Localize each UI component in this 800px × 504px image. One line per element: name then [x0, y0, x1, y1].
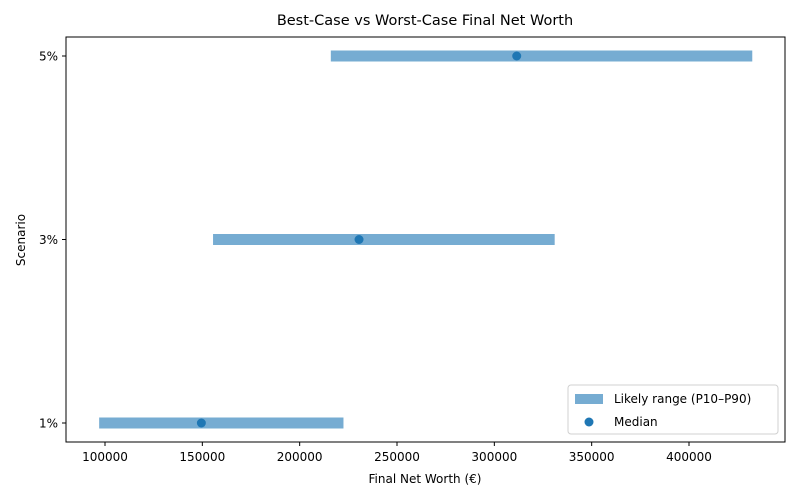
x-tick-label: 150000: [179, 450, 225, 464]
legend: Likely range (P10–P90) Median: [567, 384, 779, 435]
median-dot: [196, 418, 206, 428]
plot-area: [99, 50, 753, 429]
x-axis: 100000 150000 200000 250000 300000 350000 4000…: [82, 442, 712, 464]
x-tick-label: 200000: [277, 450, 323, 464]
x-axis-label: Final Net Worth (€): [369, 472, 482, 486]
x-tick-label: 400000: [666, 450, 712, 464]
legend-median-label: Median: [614, 415, 658, 429]
y-axis-label: Scenario: [14, 214, 28, 266]
y-tick-label: 3%: [39, 233, 58, 247]
median-dot: [354, 235, 364, 244]
legend-median-dot: [584, 417, 594, 427]
range-bar: [213, 234, 555, 245]
y-axis: 1% 3% 5%: [39, 50, 66, 431]
median-dot: [512, 51, 522, 61]
legend-range-label: Likely range (P10–P90): [614, 392, 751, 406]
range-bar: [99, 417, 344, 429]
legend-box: [567, 384, 779, 435]
x-tick-label: 300000: [471, 450, 517, 464]
x-tick-label: 250000: [374, 450, 420, 464]
chart-title: Best-Case vs Worst-Case Final Net Worth: [277, 13, 573, 29]
range-bar: [330, 50, 753, 62]
y-tick-label: 1%: [39, 417, 58, 431]
y-tick-label: 5%: [39, 50, 58, 64]
x-tick-label: 350000: [569, 450, 615, 464]
x-tick-label: 100000: [82, 450, 128, 464]
legend-range-swatch: [575, 394, 603, 404]
